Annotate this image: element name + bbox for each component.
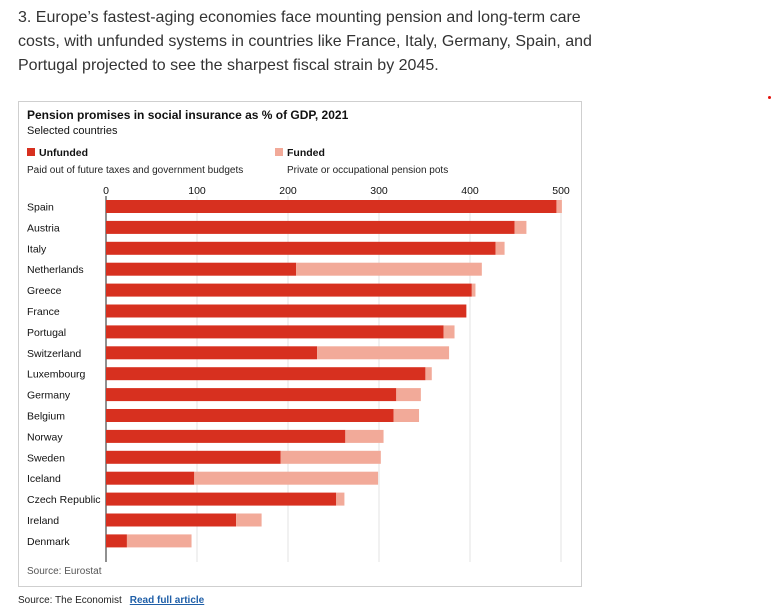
legend-swatch-unfunded [27,148,35,156]
bar-unfunded [106,220,515,234]
category-label: Czech Republic [27,494,101,506]
category-label: Spain [27,202,54,214]
chart-title: Pension promises in social insurance as … [27,108,349,122]
chart-subtitle: Selected countries [27,125,118,137]
bar-funded [393,409,420,422]
read-full-article-link[interactable]: Read full article [129,595,205,606]
legend-label-funded: Funded [287,147,325,159]
bar-unfunded [106,367,426,381]
category-label: Italy [27,243,47,255]
bar-funded [345,429,384,443]
category-label: Ireland [27,515,59,527]
bar-unfunded [106,513,237,527]
category-label: Luxembourg [27,369,86,381]
category-label: Iceland [27,473,61,485]
bar-unfunded [106,409,394,422]
bar-funded [194,471,379,485]
legend-swatch-funded [275,148,283,156]
bar-unfunded [106,304,467,318]
category-label: Austria [27,222,60,234]
bar-funded [471,283,476,297]
x-tick-label: 0 [103,185,109,197]
category-label: Greece [27,285,62,297]
bar-funded [336,492,345,506]
x-tick-label: 500 [552,185,570,197]
bar-funded [396,388,421,402]
footer-source: Source: The Economist [18,595,122,606]
bars [106,200,562,548]
bar-unfunded [106,534,127,548]
bar-unfunded [106,241,496,255]
category-label: Denmark [27,536,70,548]
bar-unfunded [106,200,557,213]
bar-unfunded [106,388,397,402]
category-label: Netherlands [27,264,84,276]
legend-desc-unfunded: Paid out of future taxes and government … [27,165,243,176]
bar-funded [443,325,455,339]
chart-source: Source: Eurostat [27,566,102,577]
bar-funded [280,450,381,464]
category-label: Sweden [27,452,65,464]
category-label: Switzerland [27,348,81,360]
x-axis-ticks: 0 100 200 300 400 500 [103,185,570,197]
category-label: Portugal [27,327,66,339]
legend-label-unfunded: Unfunded [39,147,88,159]
bar-unfunded [106,492,337,506]
bar-unfunded [106,262,297,276]
pension-chart: Pension promises in social insurance as … [27,108,570,577]
legend-desc-funded: Private or occupational pension pots [287,165,448,176]
bar-funded [425,367,432,381]
category-label: Germany [27,390,71,402]
x-tick-label: 100 [188,185,206,197]
bar-unfunded [106,283,472,297]
bar-funded [514,220,527,234]
footer: Source: The Economist Read full article [18,595,204,606]
x-tick-label: 200 [279,185,297,197]
bar-funded [556,200,562,213]
x-tick-label: 300 [370,185,388,197]
bar-unfunded [106,471,195,485]
x-tick-label: 400 [461,185,479,197]
bar-unfunded [106,325,444,339]
category-label: France [27,306,60,318]
article-heading: 3. Europe’s fastest-aging economies face… [18,9,592,74]
bar-funded [236,513,262,527]
bar-funded [317,346,450,360]
category-label: Belgium [27,411,65,423]
decorative-dot [768,96,771,99]
bar-unfunded [106,450,281,464]
bar-funded [126,534,192,548]
bar-funded [296,262,482,276]
chart-card: Pension promises in social insurance as … [18,101,582,587]
bar-funded [495,241,505,255]
category-label: Norway [27,431,63,443]
bar-unfunded [106,429,346,443]
bar-unfunded [106,346,318,360]
category-labels: Spain Austria Italy Netherlands Greece France… [27,202,101,548]
